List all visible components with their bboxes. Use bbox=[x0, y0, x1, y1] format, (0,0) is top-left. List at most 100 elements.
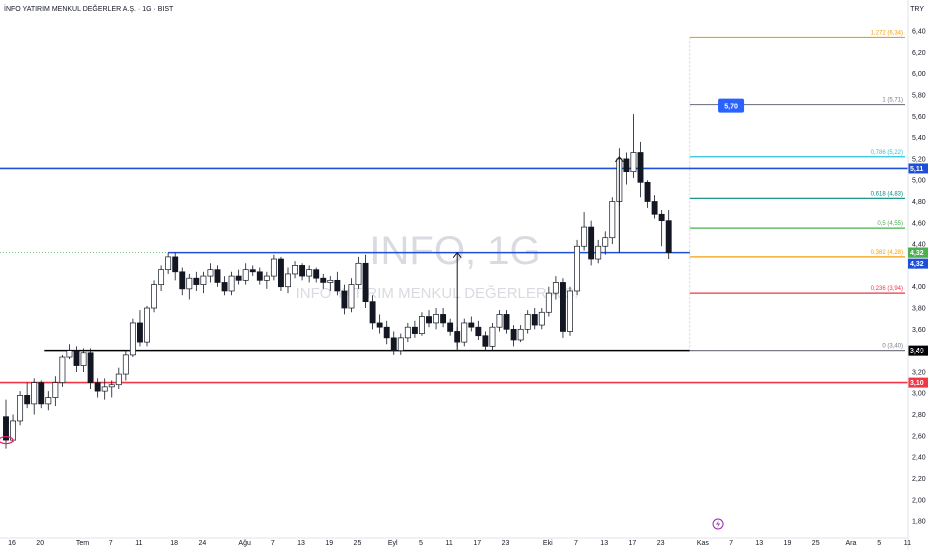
time-axis-tick: Eki bbox=[543, 540, 553, 547]
price-axis-tick: 5,60 bbox=[912, 114, 926, 121]
time-axis-tick: 7 bbox=[109, 540, 113, 547]
candle bbox=[73, 346, 80, 372]
candle-body-up bbox=[151, 284, 157, 309]
candle-body-up bbox=[348, 284, 355, 309]
time-axis-tick: 7 bbox=[271, 540, 275, 547]
candle bbox=[334, 271, 341, 296]
candle-body-up bbox=[45, 397, 52, 405]
candle bbox=[552, 276, 559, 300]
candle-body-up bbox=[292, 265, 299, 275]
candle-body-up bbox=[285, 273, 291, 288]
time-axis-tick: 18 bbox=[170, 540, 178, 547]
candle bbox=[165, 252, 172, 274]
candle bbox=[658, 210, 665, 247]
candle-body-up bbox=[158, 269, 165, 285]
candle bbox=[278, 256, 284, 291]
price-axis-tick: 1,80 bbox=[912, 519, 926, 526]
fib-level-label: 0,5 (4,55) bbox=[877, 221, 903, 227]
candle-body-up bbox=[66, 350, 73, 358]
candle bbox=[80, 348, 87, 372]
fib-level-label: 0,382 (4,28) bbox=[871, 250, 903, 256]
fib-level-label: 0,618 (4,83) bbox=[871, 191, 903, 197]
candle-body-up bbox=[144, 307, 150, 343]
candle bbox=[129, 318, 136, 358]
candle-body-down bbox=[73, 350, 80, 366]
candle-body-up bbox=[552, 282, 559, 294]
time-axis-tick: 17 bbox=[629, 540, 637, 547]
fib-level-label: 0,786 (5,22) bbox=[871, 150, 903, 156]
candle bbox=[179, 267, 186, 296]
candle-body-up bbox=[165, 256, 172, 271]
last-price-label: 4,32 bbox=[910, 250, 924, 257]
fib-level-label: 0 (3,40) bbox=[882, 344, 903, 350]
candle bbox=[595, 239, 602, 264]
candle-body-up bbox=[355, 262, 362, 285]
price-callout-box[interactable] bbox=[718, 98, 745, 113]
time-axis-tick: 13 bbox=[600, 540, 608, 547]
candle bbox=[348, 278, 355, 313]
candle-body-up bbox=[538, 311, 545, 326]
candle bbox=[362, 254, 369, 309]
candle bbox=[623, 152, 630, 185]
candle-body-up bbox=[207, 269, 214, 277]
candle-body-down bbox=[651, 201, 658, 215]
candle bbox=[630, 114, 637, 179]
price-axis-tick: 3,40 bbox=[912, 348, 926, 355]
candle-body-up bbox=[609, 201, 616, 239]
candle bbox=[404, 322, 411, 343]
candle bbox=[637, 141, 644, 198]
candle-body-up bbox=[242, 269, 249, 281]
time-axis-tick: 11 bbox=[135, 540, 142, 547]
price-axis-tick: 4,00 bbox=[912, 284, 926, 291]
currency-label[interactable]: TRY bbox=[910, 6, 924, 13]
price-axis-tick: 2,40 bbox=[912, 455, 926, 462]
candle bbox=[482, 331, 489, 351]
candle-body-down bbox=[503, 314, 510, 330]
candle-body-up bbox=[129, 322, 136, 356]
candle-body-up bbox=[630, 152, 637, 173]
time-axis-tick: 24 bbox=[198, 540, 206, 547]
candle-body-up bbox=[489, 326, 496, 347]
candle-body-up bbox=[397, 337, 404, 351]
candle bbox=[144, 305, 150, 347]
price-axis-tick: 2,60 bbox=[912, 433, 926, 440]
price-callout-label[interactable]: 5,70 bbox=[724, 104, 738, 111]
lightning-glyph bbox=[716, 520, 721, 528]
candle bbox=[327, 276, 334, 291]
candle bbox=[221, 276, 228, 296]
candle bbox=[249, 265, 256, 277]
candle-body-down bbox=[447, 322, 454, 332]
candle-body-down bbox=[411, 326, 418, 334]
candle-body-up bbox=[80, 352, 87, 366]
candle bbox=[292, 261, 299, 279]
candle-body-down bbox=[658, 213, 665, 222]
candle bbox=[66, 344, 73, 360]
fib-level-label: 1 (5,71) bbox=[882, 98, 903, 104]
candle-body-down bbox=[531, 314, 538, 326]
price-axis-tick: 5,40 bbox=[912, 135, 926, 142]
time-axis-tick: 7 bbox=[729, 540, 733, 547]
time-axis-tick: Ağu bbox=[238, 540, 251, 547]
price-axis-tick: 2,20 bbox=[912, 476, 926, 483]
level-price-label: 3,10 bbox=[910, 380, 924, 387]
candle bbox=[108, 380, 115, 398]
candle-body-down bbox=[440, 314, 447, 324]
candle-body-down bbox=[179, 271, 186, 290]
candle bbox=[115, 367, 122, 389]
candle bbox=[242, 263, 249, 285]
time-axis-tick: Ara bbox=[845, 540, 856, 547]
candle-body-down bbox=[221, 282, 228, 292]
candle bbox=[101, 378, 108, 400]
candle bbox=[510, 325, 517, 347]
candle-body-up bbox=[122, 354, 129, 375]
time-axis-tick: 16 bbox=[8, 540, 16, 547]
candle-body-down bbox=[482, 335, 489, 347]
time-axis-tick: 5 bbox=[877, 540, 881, 547]
candle-body-up bbox=[263, 275, 270, 281]
candle bbox=[588, 220, 595, 266]
candle-body-up bbox=[17, 395, 24, 422]
candle bbox=[306, 265, 313, 283]
candle bbox=[433, 308, 440, 330]
watermark-ticker: INFO, 1G bbox=[369, 229, 540, 273]
